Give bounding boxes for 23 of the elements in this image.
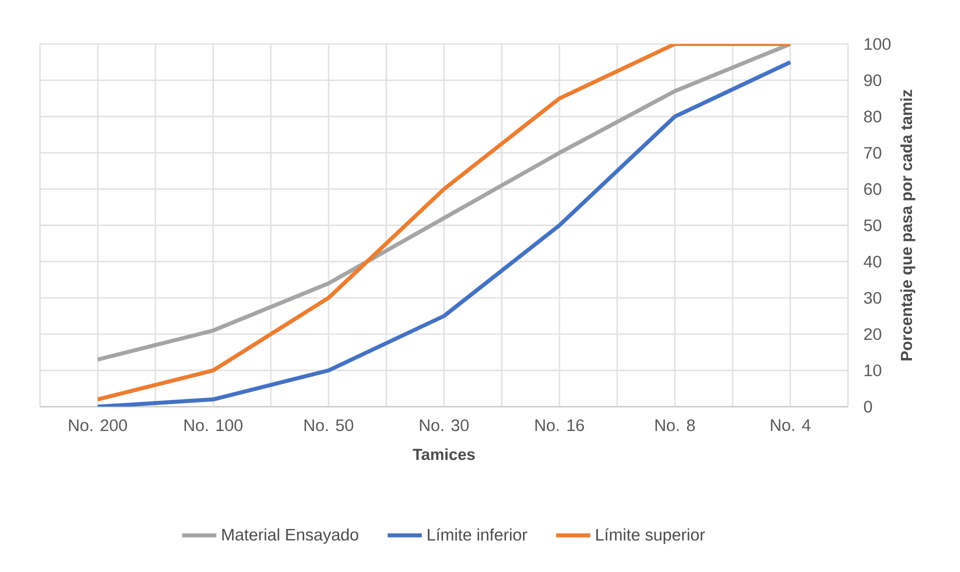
legend-label: Límite superior (596, 528, 705, 544)
x-tick-label: No. 16 (535, 419, 584, 432)
y-tick-label: 90 (864, 74, 882, 86)
y-tick-label: 80 (864, 110, 882, 122)
legend-label: Límite inferior (428, 528, 528, 541)
y-tick-label: 100 (864, 38, 891, 50)
x-tick-label: No. 4 (770, 419, 810, 432)
x-tick-label: No. 8 (656, 419, 695, 432)
x-axis-title: Tamices (412, 448, 475, 460)
y-tick-label: 30 (864, 292, 882, 304)
y-tick-label: 20 (864, 328, 882, 340)
y-tick-label: 0 (864, 400, 872, 413)
y-tick-label: 50 (864, 219, 882, 232)
y-tick-label: 10 (864, 364, 882, 376)
y-axis-title: Porcentaje que pasa por cada tamiz (900, 90, 916, 360)
x-tick-label: No. 30 (420, 419, 469, 432)
legend-label: Material Ensayado (222, 528, 358, 544)
x-tick-label: No. 100 (184, 419, 242, 432)
x-tick-label: No. 50 (304, 419, 354, 432)
y-tick-label: 40 (864, 256, 882, 268)
y-tick-label: 60 (864, 183, 882, 195)
x-tick-label: No. 200 (69, 419, 128, 432)
y-tick-label: 70 (864, 146, 882, 159)
